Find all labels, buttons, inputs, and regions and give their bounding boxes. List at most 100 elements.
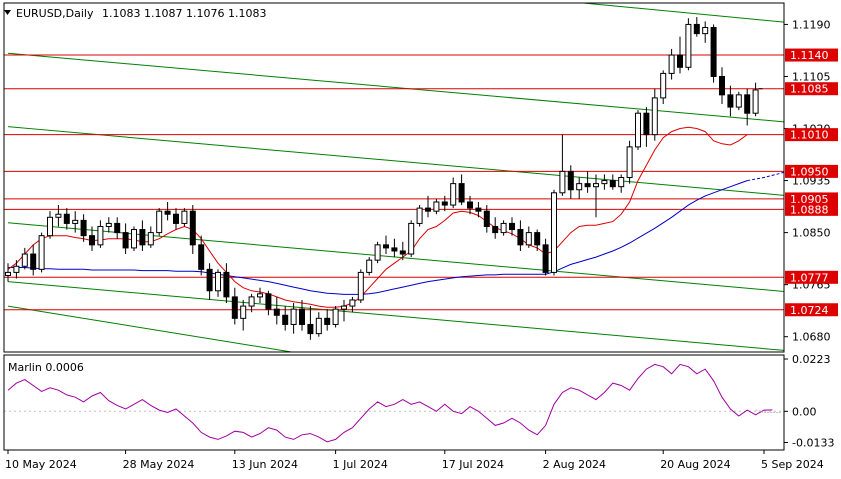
candle-body: [677, 54, 683, 68]
candle: [181, 208, 188, 227]
candle-body: [332, 308, 339, 325]
candle: [282, 306, 289, 331]
candle: [55, 205, 62, 227]
level-label-box: [785, 270, 838, 284]
candle: [593, 174, 599, 218]
candle: [525, 226, 532, 248]
candle: [685, 18, 692, 71]
candle: [206, 263, 213, 300]
price-pane-frame: [3, 2, 785, 353]
candle-body: [122, 232, 129, 249]
candle: [752, 82, 759, 117]
indicator-label: Marlin 0.0006: [8, 361, 84, 374]
candle: [164, 201, 171, 221]
candle-body: [324, 317, 331, 325]
candle: [299, 299, 305, 331]
candle: [467, 195, 473, 215]
price-tick-label: 1.0850: [792, 227, 831, 240]
date-tick-label: 2 Aug 2024: [543, 458, 606, 471]
candle-body: [727, 94, 734, 108]
indicator-tick-label: 0.00: [792, 405, 817, 418]
candle-body: [131, 229, 137, 249]
channel-line-4: [578, 3, 784, 23]
axis-layer: 1.11901.11051.10201.09351.08501.07651.06…: [3, 2, 838, 471]
candle-body: [72, 219, 79, 224]
candle: [80, 214, 87, 242]
level-label-box: [785, 303, 838, 317]
candle: [643, 107, 650, 147]
candle: [559, 134, 566, 196]
candle: [576, 177, 583, 199]
candle: [248, 293, 255, 313]
candle: [635, 110, 641, 150]
candle-body: [626, 146, 633, 179]
candle-body: [13, 265, 20, 273]
candle-body: [273, 308, 280, 316]
candle-body: [5, 271, 11, 276]
candle: [584, 171, 591, 193]
channel-line-3: [7, 281, 784, 351]
level-label: 1.1010: [790, 129, 829, 142]
candle-body: [315, 317, 322, 335]
candle-body: [525, 232, 532, 246]
candle: [97, 220, 104, 248]
candle-body: [198, 244, 205, 270]
candle: [38, 232, 45, 273]
price-tick-label: 1.0680: [792, 331, 831, 344]
candle-body: [660, 72, 667, 99]
candle-body: [105, 222, 112, 227]
candle-body: [534, 232, 541, 246]
candle: [509, 217, 515, 236]
candle: [618, 174, 625, 193]
candle: [139, 220, 146, 251]
candle-body: [576, 183, 583, 191]
candle-body: [517, 229, 524, 246]
candle-body: [744, 94, 751, 114]
candle-body: [618, 177, 625, 188]
candle: [433, 198, 440, 215]
candle-body: [441, 201, 448, 206]
candle: [357, 269, 364, 304]
candle: [416, 205, 423, 227]
candle: [735, 91, 742, 111]
candle-body: [383, 244, 389, 249]
candle: [63, 208, 70, 230]
candle: [315, 312, 322, 337]
candle-body: [601, 180, 608, 185]
candle-body: [265, 293, 272, 310]
candle-body: [416, 207, 423, 224]
candle-body: [80, 219, 87, 237]
candle: [534, 229, 541, 251]
candle: [651, 88, 658, 141]
candle: [257, 287, 263, 304]
candle: [383, 235, 389, 255]
date-tick-label: 28 May 2024: [123, 458, 195, 471]
marlin-line: [7, 363, 773, 443]
level-label: 1.0724: [790, 304, 829, 317]
channel-line-0: [7, 52, 784, 123]
level-label: 1.0905: [790, 193, 829, 206]
collapse-triangle-icon[interactable]: [4, 10, 11, 15]
candle: [567, 165, 574, 199]
candle-body: [450, 183, 457, 206]
candle: [72, 211, 79, 233]
candle: [458, 174, 465, 206]
candle: [542, 238, 549, 276]
marlin-forecast-line: [755, 409, 781, 413]
price-pane: [4, 3, 784, 352]
candle-body: [702, 26, 709, 35]
candle: [668, 48, 675, 80]
candle: [89, 226, 95, 251]
candle-body: [307, 323, 314, 335]
candle-body: [248, 296, 255, 307]
candle-body: [685, 23, 692, 68]
candle-body: [89, 235, 95, 246]
candle: [349, 296, 356, 313]
candle: [240, 299, 247, 331]
candle-body: [164, 210, 171, 215]
price-tick-label: 1.1105: [792, 70, 831, 83]
date-tick-label: 20 Aug 2024: [660, 458, 730, 471]
candle: [173, 208, 179, 230]
